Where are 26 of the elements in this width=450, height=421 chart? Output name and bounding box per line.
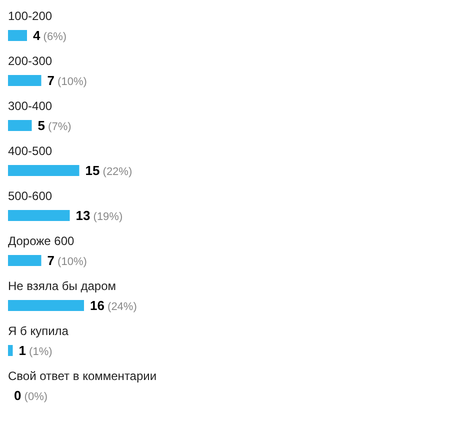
bar <box>8 210 70 221</box>
y-tick-label: 400-500 <box>8 144 52 158</box>
data-label: 4 (6%) <box>33 28 67 43</box>
bar <box>8 75 42 86</box>
y-tick-label: Дороже 600 <box>8 234 75 248</box>
data-label: 5 (7%) <box>38 118 72 133</box>
data-label: 15 (22%) <box>85 163 132 178</box>
bar <box>8 300 84 311</box>
y-tick-label: Свой ответ в комментарии <box>8 369 157 383</box>
bar <box>8 255 42 266</box>
bar <box>8 345 13 356</box>
data-label: 13 (19%) <box>76 208 123 223</box>
data-label: 0 (0%) <box>14 388 48 403</box>
data-label: 1 (1%) <box>18 343 52 358</box>
y-tick-label: Я б купила <box>8 324 69 338</box>
data-label: 16 (24%) <box>90 298 137 313</box>
bar <box>8 30 27 41</box>
data-label: 7 (10%) <box>47 253 87 268</box>
bar <box>8 165 80 176</box>
bar <box>8 120 32 131</box>
data-label: 7 (10%) <box>47 73 87 88</box>
y-tick-label: Не взяла бы даром <box>8 279 116 293</box>
y-tick-label: 500-600 <box>8 189 52 203</box>
y-tick-label: 300-400 <box>8 99 52 113</box>
y-tick-label: 200-300 <box>8 54 52 68</box>
y-tick-label: 100-200 <box>8 9 52 23</box>
